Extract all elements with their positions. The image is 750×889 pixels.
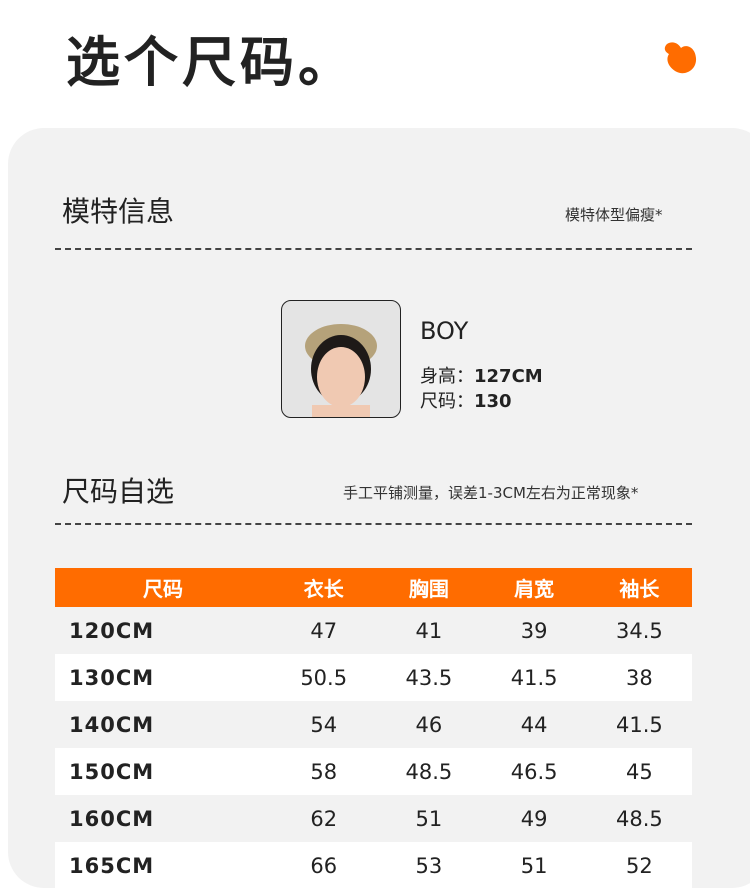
table-cell: 39 [520,618,548,643]
model-size: 尺码：130 [420,387,512,413]
measure-note: 手工平铺测量，误差1-3CM左右为正常现象* [343,484,639,502]
model-name: BOY [420,317,469,345]
table-row: 150CM 58 48.5 46.5 45 [55,748,692,795]
table-cell: 160CM [69,806,155,831]
table-row: 130CM 50.5 43.5 41.5 38 [55,654,692,701]
table-cell: 41.5 [481,654,587,701]
table-header: 尺码 衣长 胸围 肩宽 袖长 [55,568,692,607]
table-cell: 44 [520,712,548,737]
table-cell: 46.5 [481,748,587,795]
table-cell: 43.5 [376,654,482,701]
size-label: 尺码： [420,391,474,412]
table-row: 165CM 66 53 51 52 [55,842,692,889]
table-cell: 54 [310,712,338,737]
table-cell: 51 [481,842,587,889]
table-cell: 48.5 [615,806,663,831]
header-size: 尺码 [55,568,272,607]
table-cell: 50.5 [271,654,377,701]
table-cell: 120CM [69,618,155,643]
header-chest: 胸围 [376,568,482,607]
table-cell: 51 [415,806,443,831]
table-cell: 66 [271,842,377,889]
divider [55,248,692,250]
table-cell: 130CM [55,654,272,701]
size-table: 尺码 衣长 胸围 肩宽 袖长 120CM 47 41 39 34.5 130CM 50.5 4… [55,568,692,889]
model-info-heading: 模特信息 [62,195,175,228]
table-cell: 41.5 [615,712,663,737]
table-cell: 48.5 [376,748,482,795]
size-value: 130 [474,391,512,412]
table-cell: 34.5 [615,618,663,643]
table-cell: 46 [415,712,443,737]
table-cell: 49 [520,806,548,831]
header-sleeve: 袖长 [586,568,692,607]
header-length: 衣长 [271,568,377,607]
table-cell: 47 [310,618,338,643]
table-cell: 62 [310,806,338,831]
table-cell: 38 [586,654,692,701]
page-title: 选个尺码。 [66,31,356,94]
table-cell: 150CM [55,748,272,795]
table-cell: 53 [376,842,482,889]
divider [55,523,692,525]
header-shoulder: 肩宽 [481,568,587,607]
model-note: 模特体型偏瘦* [565,206,663,224]
brand-logo-icon [664,42,697,74]
table-row: 140CM 54 46 44 41.5 [55,701,692,748]
table-row: 160CM 62 51 49 48.5 [55,795,692,842]
table-row: 120CM 47 41 39 34.5 [55,607,692,654]
table-cell: 45 [586,748,692,795]
table-cell: 58 [271,748,377,795]
size-select-heading: 尺码自选 [62,475,175,508]
height-value: 127CM [474,366,543,387]
table-cell: 52 [586,842,692,889]
table-cell: 140CM [69,712,155,737]
table-cell: 41 [415,618,443,643]
model-height: 身高：127CM [420,362,543,388]
table-cell: 165CM [55,842,272,889]
model-photo [281,300,401,418]
height-label: 身高： [420,366,474,387]
